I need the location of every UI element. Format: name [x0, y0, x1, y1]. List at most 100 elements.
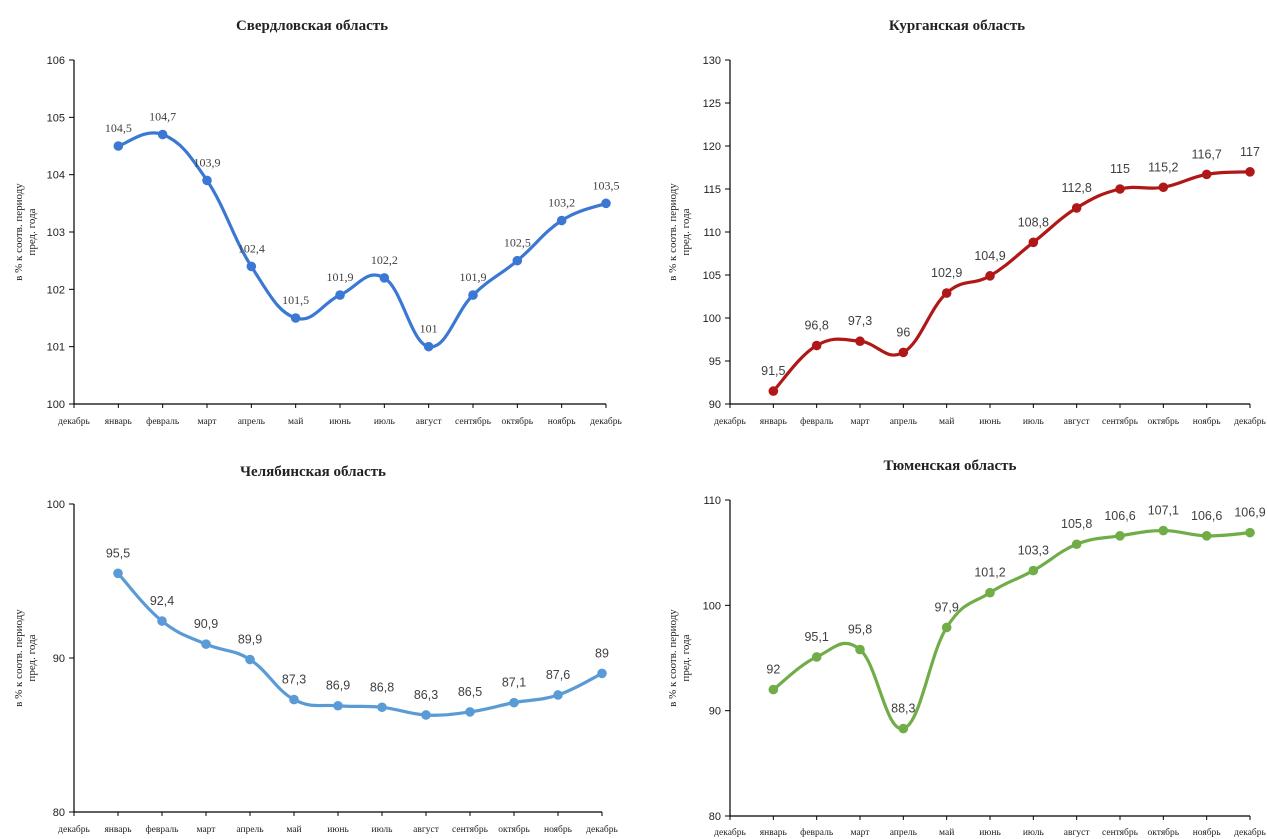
x-tick-label: август: [413, 825, 440, 835]
data-label: 103,9: [194, 155, 221, 169]
data-point: [855, 336, 865, 347]
data-label: 103,5: [593, 178, 620, 192]
data-label: 88,3: [891, 702, 915, 716]
data-point: [333, 700, 343, 711]
x-tick-label: июль: [374, 417, 396, 427]
y-tick-label: 120: [703, 141, 721, 153]
x-tick-label: сентябрь: [455, 416, 492, 427]
y-axis-title: в % к соотв. периодупред. года: [13, 609, 38, 707]
data-label: 92: [766, 663, 780, 677]
data-point: [1028, 565, 1039, 576]
x-tick-label: август: [1064, 828, 1091, 838]
series-line: [771, 528, 1252, 731]
y-tick-label: 103: [47, 227, 65, 239]
data-point: [556, 215, 567, 226]
x-tick-label: март: [198, 417, 218, 427]
data-point: [245, 654, 255, 665]
data-point: [1028, 237, 1039, 248]
data-point: [985, 271, 995, 281]
y-axis-title: в % к соотв. периодупред. года: [13, 183, 38, 281]
data-label: 103,3: [1018, 544, 1049, 558]
y-axis-title: в % к соотв. периодупред. года: [667, 609, 692, 707]
x-tick-label: июнь: [327, 825, 349, 835]
x-tick-label: июнь: [979, 417, 1001, 427]
x-tick-label: октябрь: [502, 416, 534, 427]
data-label: 108,8: [1018, 215, 1049, 229]
data-label: 102,2: [371, 253, 398, 267]
series-line: [116, 571, 604, 717]
y-tick-label: 105: [703, 270, 721, 282]
data-label: 117: [1240, 145, 1260, 159]
x-tick-label: август: [1064, 417, 1091, 427]
data-point: [113, 568, 123, 579]
x-tick-label: декабрь: [1234, 416, 1266, 427]
data-point: [855, 644, 865, 655]
data-point: [421, 710, 431, 720]
data-label: 101,5: [282, 293, 309, 307]
data-point: [1158, 182, 1169, 193]
data-point: [1158, 525, 1169, 536]
chart-title: Курганская область: [889, 18, 1025, 34]
data-label: 91,5: [761, 364, 785, 378]
data-label: 97,9: [934, 600, 958, 614]
data-label: 112,8: [1061, 181, 1091, 195]
data-label: 87,6: [546, 668, 570, 682]
data-label: 95,1: [804, 630, 828, 644]
y-tick-label: 100: [703, 600, 721, 612]
y-tick-label: 100: [47, 499, 65, 511]
data-point: [468, 290, 478, 300]
data-point: [985, 587, 995, 598]
x-tick-label: июль: [1023, 828, 1045, 838]
x-tick-label: январь: [105, 417, 133, 427]
data-point: [898, 347, 909, 358]
y-tick-label: 110: [703, 227, 721, 239]
x-tick-label: октябрь: [1148, 827, 1180, 838]
data-label: 115,2: [1148, 160, 1178, 174]
x-tick-label: сентябрь: [1102, 416, 1139, 427]
data-label: 87,1: [502, 676, 526, 690]
data-point: [1115, 184, 1125, 194]
y-tick-label: 90: [53, 653, 65, 665]
x-tick-label: июнь: [329, 417, 351, 427]
x-tick-label: сентябрь: [452, 824, 489, 835]
x-tick-label: ноябрь: [544, 824, 573, 835]
chart-chelyabinsk: Челябинская область 80 90 100 декабрь январь ф…: [13, 464, 618, 835]
x-tick-label: ноябрь: [1193, 827, 1222, 838]
data-label: 89: [595, 646, 609, 660]
x-tick-label: январь: [760, 417, 788, 427]
y-tick-label: 101: [47, 342, 65, 354]
data-label: 101,2: [974, 566, 1005, 580]
data-label: 97,3: [848, 314, 872, 328]
data-point: [335, 290, 345, 300]
x-tick-label: апрель: [890, 417, 918, 427]
x-tick-label: май: [288, 416, 303, 427]
data-point: [1115, 531, 1125, 541]
x-tick-label: декабрь: [1234, 827, 1266, 838]
x-tick-label: март: [851, 417, 871, 427]
chart-kurgan: Курганская область 90 95 100 105 110 115 120 125…: [667, 18, 1266, 427]
x-tick-label: май: [286, 824, 301, 835]
x-tick-label: июль: [371, 825, 393, 835]
data-label: 106,9: [1234, 506, 1265, 520]
y-axis-title: в % к соотв. периодупред. года: [667, 183, 692, 281]
data-point: [1201, 531, 1212, 541]
data-label: 116,7: [1191, 147, 1221, 161]
data-point: [941, 622, 952, 633]
x-tick-label: февраль: [800, 416, 834, 427]
data-label: 92,4: [150, 594, 174, 608]
x-tick-label: декабрь: [58, 416, 90, 427]
y-tick-label: 80: [709, 811, 721, 823]
data-point: [1071, 203, 1082, 213]
data-point: [290, 313, 301, 323]
data-label: 95,8: [848, 623, 872, 637]
y-tick-label: 115: [703, 184, 721, 196]
x-tick-label: апрель: [238, 417, 266, 427]
x-tick-label: март: [197, 825, 217, 835]
data-label: 86,9: [326, 679, 350, 693]
data-point: [898, 723, 909, 734]
data-label: 86,3: [414, 688, 438, 702]
data-point: [1071, 539, 1082, 550]
data-label: 115: [1110, 162, 1130, 176]
data-point: [553, 690, 563, 700]
